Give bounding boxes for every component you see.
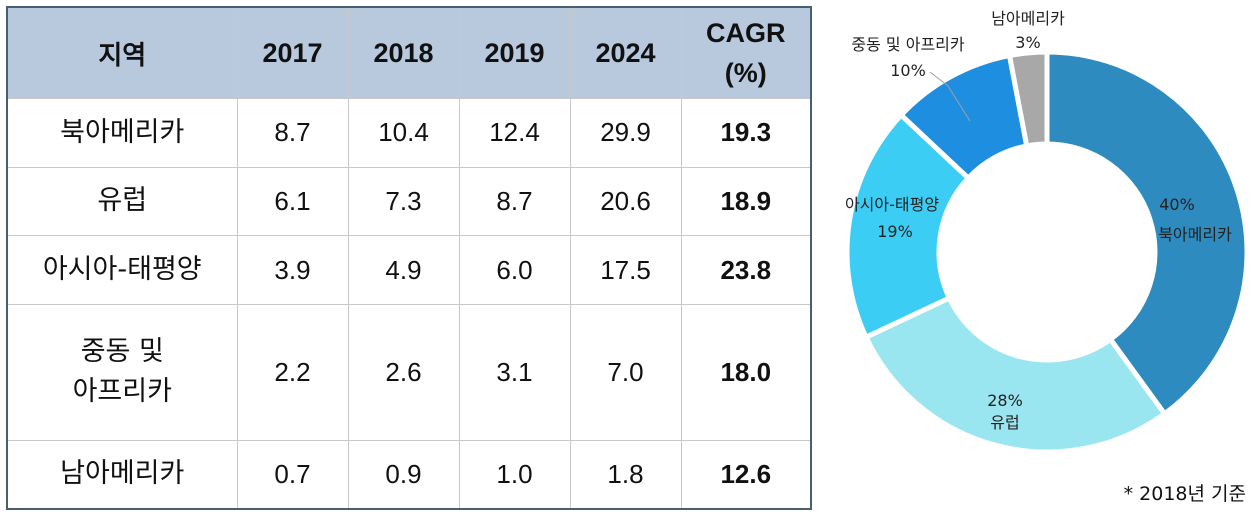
value-cell-2024: 29.9 <box>570 98 682 168</box>
donut-slice <box>1044 49 1250 418</box>
value-cell-2024: 20.6 <box>570 167 682 237</box>
donut-chart-area: 40% 북아메리카 28% 유럽 아시아-태평양 19% 중동 및 아프리카 10% 남아메리카… <box>820 0 1260 516</box>
header-2017: 2017 <box>237 8 349 99</box>
footnote: * 2018년 기준 <box>1123 483 1246 505</box>
value-cell-2024: 17.5 <box>570 235 682 305</box>
region-name: 북아메리카 <box>60 116 185 148</box>
donut-slice <box>862 294 1169 455</box>
table-row: 북아메리카 8.7 10.4 12.4 29.9 19.3 <box>8 98 810 168</box>
cagr-cell: 18.9 <box>681 167 810 237</box>
header-region: 지역 <box>8 8 238 99</box>
table-row: 유럽 6.1 7.3 8.7 20.6 18.9 <box>8 167 810 237</box>
slice-category-label: 아시아-태평양 <box>845 195 939 214</box>
value-cell-2017: 8.7 <box>237 98 349 168</box>
region-name: 유럽 <box>97 185 148 217</box>
value-cell-2019: 12.4 <box>459 98 571 168</box>
slice-category-label: 유럽 <box>990 413 1019 432</box>
donut-slice <box>1006 49 1050 149</box>
slice-category-label: 남아메리카 <box>991 9 1065 28</box>
donut-chart: 40% 북아메리카 28% 유럽 아시아-태평양 19% 중동 및 아프리카 10% 남아메리카… <box>844 9 1250 455</box>
value-cell-2019: 8.7 <box>459 167 571 237</box>
table-row: 남아메리카 0.7 0.9 1.0 1.8 12.6 <box>8 440 810 508</box>
header-2019: 2019 <box>459 8 571 99</box>
slice-value-label: 40% <box>1159 195 1195 214</box>
header-2018: 2018 <box>348 8 460 99</box>
slice-category-label: 중동 및 아프리카 <box>851 35 964 54</box>
region-name-line2: 아프리카 <box>72 376 172 408</box>
value-cell-2018: 0.9 <box>348 440 460 508</box>
market-table-container: 지역 2017 2018 2019 2024 CAGR (%) 북아메리카 8.7… <box>6 6 812 510</box>
value-cell-2017: 2.2 <box>237 304 349 441</box>
table-row: 중동 및 아프리카 2.2 2.6 3.1 7.0 18.0 <box>8 304 810 441</box>
slice-value-label: 3% <box>1015 33 1040 52</box>
cagr-cell: 18.0 <box>681 304 810 441</box>
cagr-cell: 19.3 <box>681 98 810 168</box>
table-body: 북아메리카 8.7 10.4 12.4 29.9 19.3 유럽 6.1 7.3 8.7 20.6 1… <box>8 98 810 508</box>
cagr-cell: 12.6 <box>720 458 772 489</box>
region-name: 남아메리카 <box>60 458 185 490</box>
value-cell-2017: 0.7 <box>237 440 349 508</box>
region-name: 중동 및 <box>80 336 164 368</box>
value-cell-2024: 7.0 <box>570 304 682 441</box>
region-cell: 남아메리카 <box>8 440 238 508</box>
header-cagr: CAGR (%) <box>681 8 810 99</box>
value-cell-2018: 2.6 <box>348 304 460 441</box>
slice-value-label: 10% <box>890 61 926 80</box>
value-cell-2018: 10.4 <box>348 98 460 168</box>
value-cell-2018: 7.3 <box>348 167 460 237</box>
value-cell-2017: 3.9 <box>237 235 349 305</box>
table-header-row: 지역 2017 2018 2019 2024 CAGR (%) <box>8 8 810 99</box>
header-cagr-label: CAGR <box>706 18 786 48</box>
donut-slice <box>844 111 972 341</box>
leader-line <box>929 71 971 122</box>
slice-value-label: 19% <box>877 222 913 241</box>
value-cell-2019: 3.1 <box>459 304 571 441</box>
table-row: 아시아-태평양 3.9 4.9 6.0 17.5 23.8 <box>8 235 810 305</box>
region-cell: 북아메리카 <box>8 98 238 168</box>
value-cell-2018: 4.9 <box>348 235 460 305</box>
region-cell: 유럽 <box>8 167 238 237</box>
slice-value-label: 28% <box>987 391 1023 410</box>
cagr-cell: 23.8 <box>681 235 810 305</box>
market-table: 지역 2017 2018 2019 2024 CAGR (%) 북아메리카 8.7… <box>8 8 810 508</box>
value-cell-2017: 6.1 <box>237 167 349 237</box>
value-cell-2019: 6.0 <box>459 235 571 305</box>
region-name: 아시아-태평양 <box>42 254 202 286</box>
header-cagr-unit: (%) <box>724 58 767 88</box>
slice-category-label: 북아메리카 <box>1158 225 1232 244</box>
value-cell-2019: 1.0 <box>459 440 571 508</box>
region-cell: 아시아-태평양 <box>8 235 238 305</box>
header-2024: 2024 <box>570 8 682 99</box>
value-cell-2024: 1.8 <box>570 440 682 508</box>
